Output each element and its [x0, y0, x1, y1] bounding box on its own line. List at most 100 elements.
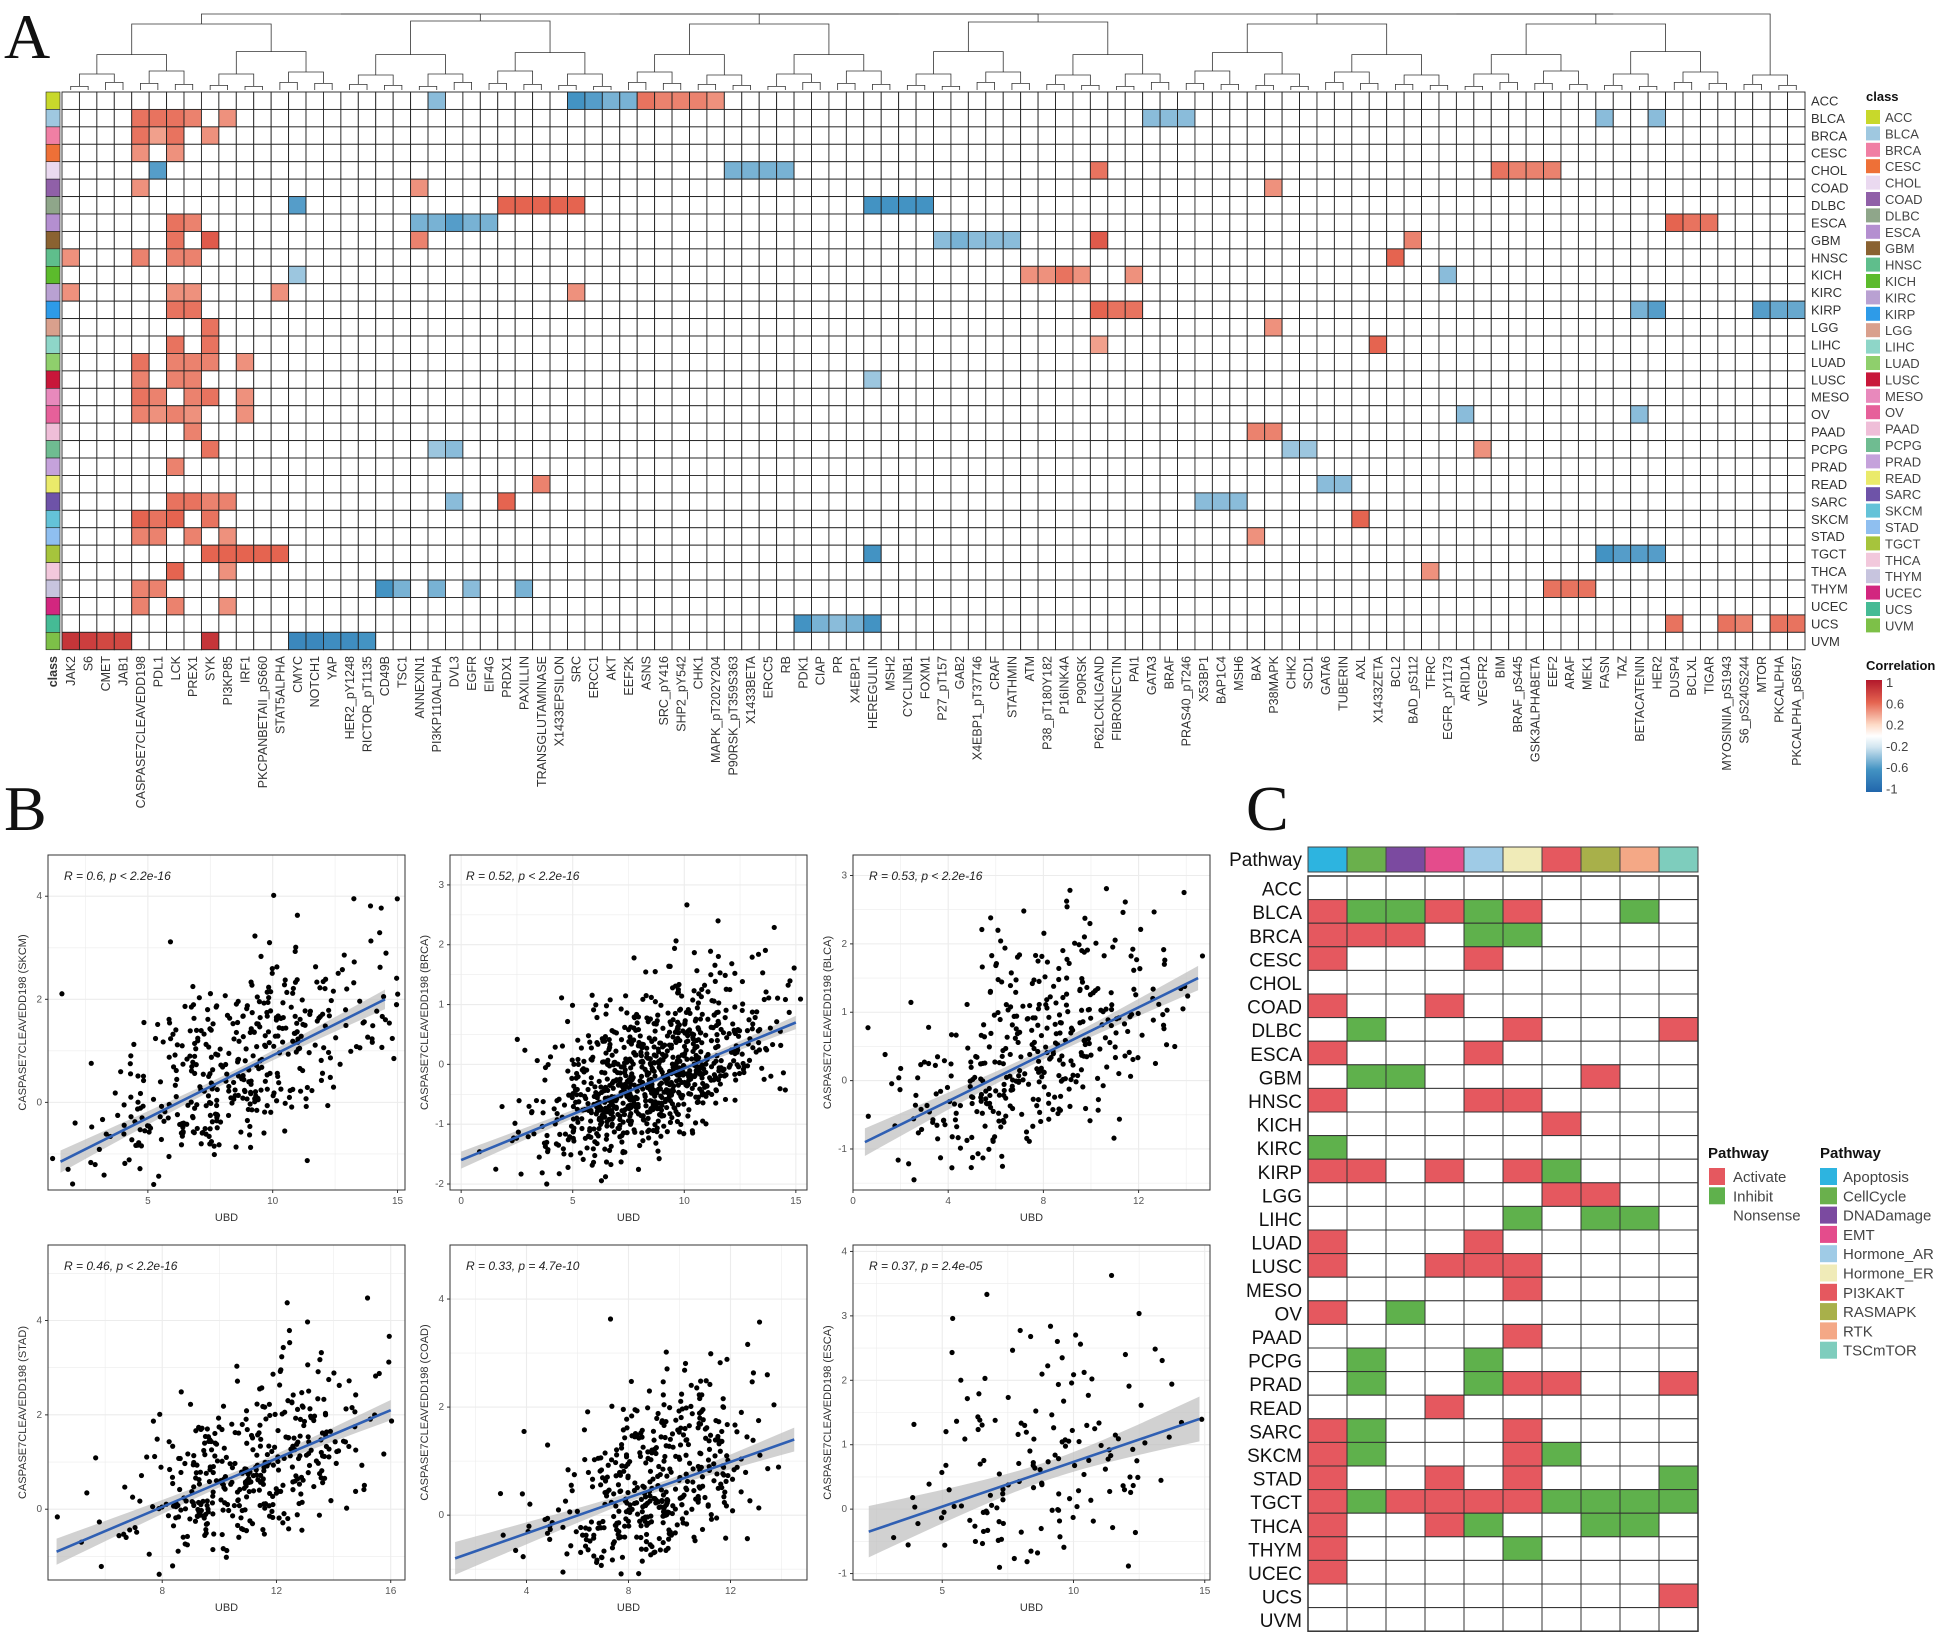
heatmap-cell — [1665, 422, 1684, 442]
heatmap-cell — [915, 422, 934, 442]
heatmap-cell — [1438, 178, 1457, 198]
heatmap-column-label: DVL3 — [448, 656, 462, 687]
heatmap-column-label: CIAP — [814, 656, 828, 685]
heatmap-cell — [1351, 143, 1370, 163]
class-color-cell — [45, 579, 61, 598]
heatmap-cell — [1264, 213, 1283, 232]
heatmap-cell — [445, 544, 464, 564]
heatmap-cell — [793, 614, 812, 633]
heatmap-cell — [1072, 283, 1091, 302]
heatmap-cell — [1455, 475, 1475, 494]
heatmap-cell — [985, 562, 1004, 581]
heatmap-cell — [462, 509, 481, 529]
heatmap-cell — [113, 457, 133, 476]
data-point — [357, 998, 363, 1004]
heatmap-cell — [131, 196, 150, 215]
heatmap-cell — [427, 492, 446, 511]
heatmap-cell — [323, 126, 342, 145]
heatmap-cell — [1333, 91, 1353, 110]
heatmap-cell — [1473, 248, 1492, 267]
heatmap-cell — [270, 213, 290, 232]
heatmap-cell — [1107, 265, 1126, 285]
data-point — [718, 1065, 724, 1071]
heatmap-cell — [880, 405, 900, 424]
heatmap-cell — [305, 544, 324, 564]
heatmap-cell — [340, 143, 359, 163]
y-tick-label: 1 — [438, 1000, 444, 1011]
heatmap-cell — [1316, 387, 1335, 407]
heatmap-cell — [811, 335, 830, 354]
scatter-points — [476, 902, 804, 1187]
heatmap-cell — [1107, 318, 1126, 337]
heatmap-cell — [497, 370, 516, 389]
data-point — [714, 1032, 720, 1038]
heatmap-cell — [619, 422, 638, 442]
heatmap-cell — [1717, 300, 1736, 320]
heatmap-cell — [532, 509, 551, 529]
heatmap-cell — [148, 492, 168, 511]
heatmap-cell — [1368, 387, 1388, 407]
heatmap-cell — [1281, 527, 1300, 546]
heatmap-cell — [584, 440, 603, 459]
heatmap-cell — [357, 597, 377, 616]
heatmap-cell — [218, 318, 237, 337]
heatmap-cell — [445, 178, 464, 198]
heatmap-cell — [1769, 492, 1789, 511]
heatmap-cell — [1055, 143, 1074, 163]
heatmap-cell — [723, 248, 743, 267]
heatmap-cell — [78, 509, 98, 529]
heatmap-cell — [933, 405, 952, 424]
class-color-cell — [45, 422, 61, 441]
heatmap-cell — [1368, 108, 1388, 128]
heatmap-cell — [1438, 300, 1457, 320]
heatmap-column-label: CHK2 — [1284, 656, 1298, 689]
heatmap-cell — [340, 335, 359, 354]
heatmap-cell — [323, 335, 342, 354]
heatmap-cell — [1211, 440, 1231, 459]
heatmap-cell — [305, 457, 324, 476]
heatmap-cell — [898, 283, 917, 302]
heatmap-cell — [357, 91, 377, 110]
heatmap-cell — [1787, 544, 1806, 564]
data-point — [638, 1053, 644, 1059]
heatmap-cell — [61, 614, 80, 633]
heatmap-cell — [1386, 300, 1405, 320]
heatmap-cell — [288, 196, 307, 215]
heatmap-cell — [828, 440, 847, 459]
heatmap-cell — [1351, 440, 1370, 459]
heatmap-cell — [758, 178, 778, 198]
heatmap-cell — [950, 230, 969, 250]
heatmap-cell — [1490, 562, 1510, 581]
heatmap-cell — [323, 265, 342, 285]
heatmap-cell — [601, 475, 621, 494]
heatmap-cell — [1194, 300, 1213, 320]
data-point — [687, 1068, 693, 1074]
heatmap-cell — [689, 335, 708, 354]
heatmap-row-label: SARC — [1811, 494, 1847, 509]
heatmap-cell — [1299, 108, 1318, 128]
class-color-cell — [45, 370, 61, 389]
heatmap-cell — [1124, 509, 1144, 529]
data-point — [674, 1026, 680, 1033]
heatmap-cell — [1229, 457, 1248, 476]
heatmap-cell — [148, 597, 168, 616]
heatmap-cell — [445, 405, 464, 424]
heatmap-cell — [1473, 213, 1492, 232]
heatmap-cell — [654, 509, 673, 529]
heatmap-cell — [270, 283, 290, 302]
heatmap-cell — [1752, 614, 1771, 633]
heatmap-cell — [514, 422, 534, 442]
class-legend-label: CHOL — [1885, 176, 1921, 191]
heatmap-cell — [776, 509, 795, 529]
heatmap-cell — [1020, 178, 1039, 198]
heatmap-cell — [915, 353, 934, 372]
heatmap-cell — [235, 178, 255, 198]
heatmap-cell — [741, 178, 760, 198]
class-legend-swatch — [1866, 372, 1880, 387]
heatmap-cell — [1403, 387, 1422, 407]
heatmap-cell — [340, 108, 359, 128]
heatmap-cell — [1107, 544, 1126, 564]
heatmap-column-label: CRAF — [988, 656, 1002, 690]
heatmap-cell — [950, 422, 969, 442]
heatmap-cell — [845, 370, 865, 389]
